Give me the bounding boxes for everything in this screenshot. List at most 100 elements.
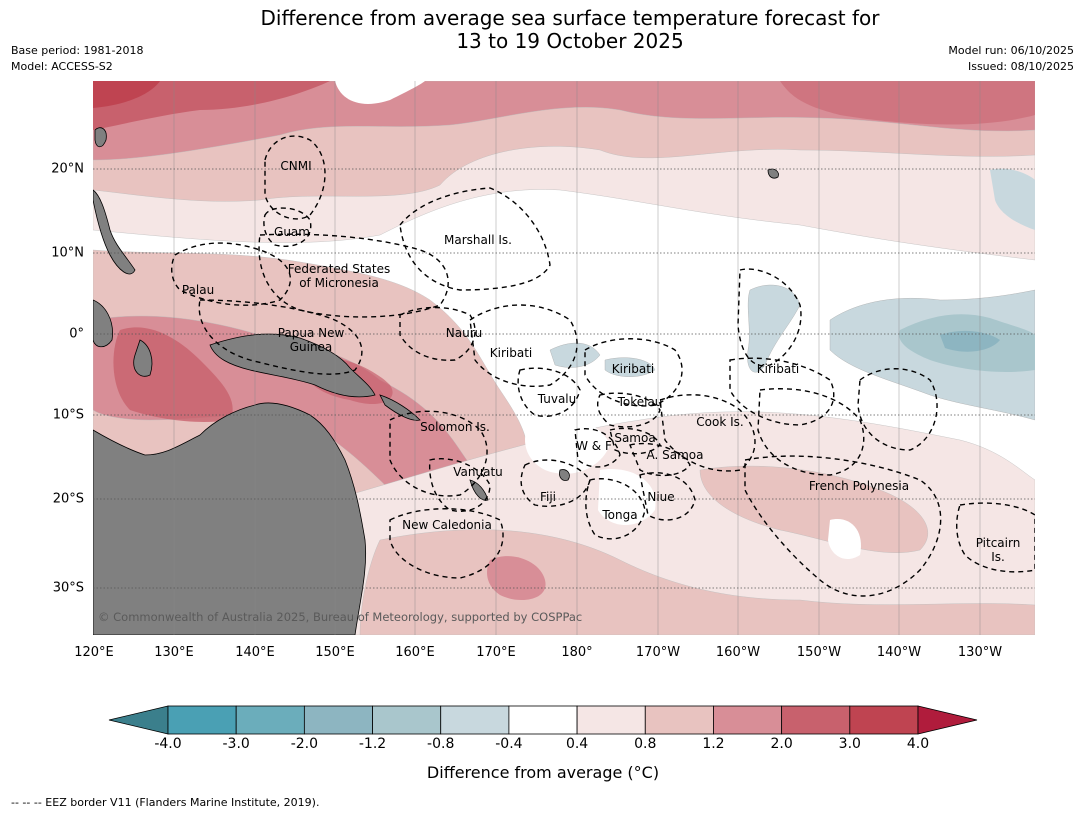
anomaly-region-0.8-fp [699,465,929,553]
issued-date: Issued: 08/10/2025 [967,60,1074,73]
title-line-1: Difference from average sea surface temp… [260,6,880,30]
place-label-pitcairn: Pitcairn Is. [976,536,1021,564]
borneo-landmass [93,299,113,348]
colorbar-tick-2: -2.0 [290,736,319,752]
place-label-french-polynesia: French Polynesia [808,479,910,493]
lat-label-20s: 20°S [52,491,84,507]
place-label-fsm-line2: of Micronesia [299,276,379,290]
lon-label-180: 180° [561,645,593,660]
anomaly-region-1.2-south [487,556,546,600]
colorbar-under-arrow [108,705,169,735]
taiwan-landmass [94,127,107,148]
lon-label-130e: 130°E [154,645,194,660]
colorbar-bin-1 [235,705,305,735]
new-caledonia-landmass [469,479,489,501]
anomaly-region-0.8-south [359,529,1035,635]
place-label-kiribati-east: Kiribati [756,362,800,376]
eez-borders [171,135,1035,597]
place-label-palau: Palau [181,283,215,297]
colorbar-tick-11: 4.0 [906,736,930,752]
colorbar-bin-5 [508,705,578,735]
colorbar-bin-6 [576,705,646,735]
lon-label-170w: 170°W [635,645,681,660]
lat-label-30s: 30°S [52,580,84,596]
lon-label-170e: 170°E [476,645,516,660]
fiji-landmass [559,469,570,481]
colorbar-bin-7 [644,705,714,735]
colorbar-tick-1: -3.0 [222,736,250,752]
colorbar-title: Difference from average (°C) [426,763,660,782]
australia-landmass [93,402,366,635]
place-label-fsm-line1: Federated States [287,262,391,276]
sst-anomaly-map [93,81,1035,635]
sulawesi-landmass [133,339,153,377]
colorbar-tick-3: -1.2 [358,736,387,752]
colorbar-tick-0: -4.0 [154,736,182,752]
lon-label-120e: 120°E [74,645,114,660]
place-label-tuvalu: Tuvalu [537,392,577,406]
lon-label-150e: 150°E [315,645,355,660]
meta-left: Base period: 1981-2018 Model: ACCESS-S2 [11,43,143,75]
anomaly-region-neg0.4-kiribati-e [747,284,801,373]
colorbar-bin-8 [713,705,783,735]
lat-label-10s: 10°S [52,407,84,423]
colorbar-tick-9: 2.0 [770,736,793,752]
colorbar-bin-3 [372,705,442,735]
lon-label-160e: 160°E [395,645,435,660]
model-name: Model: ACCESS-S2 [11,60,113,73]
colorbar-tick-6: 0.4 [565,736,589,752]
colorbar-tick-4: -0.8 [427,736,455,752]
new-guinea-landmass [209,333,376,398]
place-label-solomon: Solomon Is. [420,420,490,434]
colorbar-bin-4 [440,705,510,735]
base-period: Base period: 1981-2018 [11,44,144,57]
place-label-png-line2: Guinea [289,340,333,354]
place-label-guam: Guam [274,225,310,239]
place-label-cnmi: CNMI [280,159,312,173]
anomaly-region-3.0-north [93,81,160,108]
anomaly-region-neg1.2-east [940,330,1000,352]
anomaly-region-neg0.4-hawaii [990,168,1035,230]
colorbar-tick-5: -0.4 [495,736,523,752]
colorbar-bin-0 [167,705,237,735]
model-run: Model run: 06/10/2025 [948,44,1074,57]
map-title: Difference from average sea surface temp… [0,7,1085,53]
place-label-cook: Cook Is. [696,415,744,429]
graticule [173,81,981,635]
colorbar-over-arrow [917,705,978,735]
philippines-landmass [93,189,136,275]
place-label-new-caledonia: New Caledonia [402,518,492,532]
place-label-marshall: Marshall Is. [444,233,512,247]
place-label-kiribati-central: Kiribati [611,362,655,376]
place-label-wallis-futuna: W & F [576,439,612,453]
lat-label-0: 0° [69,326,84,342]
copyright-notice: © Commonwealth of Australia 2025, Bureau… [98,610,583,624]
lon-label-160w: 160°W [715,645,761,660]
colorbar-tick-8: 1.2 [702,736,725,752]
place-label-nauru: Nauru [445,326,483,340]
place-label-tonga: Tonga [602,508,638,522]
place-label-samoa: Samoa [614,431,656,445]
lon-label-150w: 150°W [796,645,842,660]
colorbar-bin-2 [303,705,373,735]
place-label-png-line1: Papua New [277,326,345,340]
solomon-landmass [379,394,421,421]
place-label-kiribati-west: Kiribati [489,346,533,360]
colorbar-bin-9 [781,705,851,735]
colorbar-tick-7: 0.8 [634,736,657,752]
colorbar-tick-10: 3.0 [838,736,861,752]
place-label-pitcairn-line1: Pitcairn [975,536,1021,550]
place-label-niue: Niue [647,490,675,504]
lat-label-10n: 10°N [51,245,84,261]
colorbar-bin-10 [849,705,919,735]
lon-label-140e: 140°E [235,645,275,660]
lon-label-130w: 130°W [957,645,1003,660]
place-label-fsm: Federated States of Micronesia [288,262,390,290]
anomaly-region-2.0-ne [780,81,1035,125]
lat-label-20n: 20°N [51,161,84,177]
place-label-vanuatu: Vanuatu [453,465,503,479]
title-line-2: 13 to 19 October 2025 [456,29,684,53]
place-label-pitcairn-line2: Is. [991,550,1005,564]
place-label-png: Papua New Guinea [278,326,345,354]
anomaly-region-2.0-north [93,81,330,130]
